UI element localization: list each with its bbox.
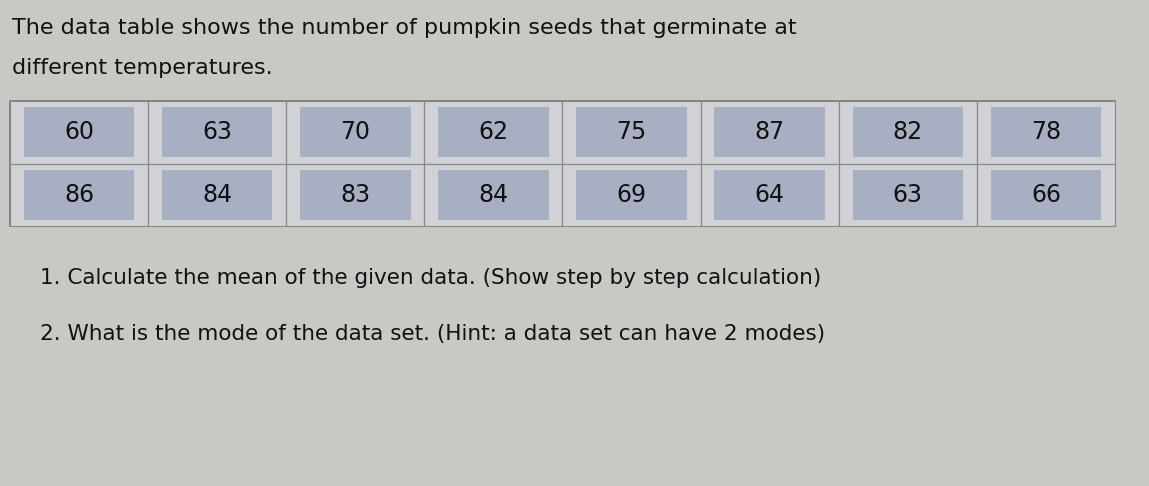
Bar	[424, 101, 563, 163]
Bar	[24, 107, 134, 157]
Bar	[577, 107, 687, 157]
Text: 75: 75	[616, 120, 647, 144]
Bar	[24, 170, 134, 220]
Bar	[300, 107, 410, 157]
Bar	[853, 107, 963, 157]
Bar	[286, 163, 424, 226]
Bar	[162, 107, 272, 157]
Text: 84: 84	[202, 183, 232, 207]
Bar	[715, 107, 825, 157]
Text: The data table shows the number of pumpkin seeds that germinate at: The data table shows the number of pumpk…	[11, 18, 796, 38]
Text: 70: 70	[340, 120, 370, 144]
Bar	[286, 101, 424, 163]
Bar	[10, 101, 148, 163]
Text: 63: 63	[893, 183, 923, 207]
Bar	[438, 170, 549, 220]
Bar	[148, 101, 286, 163]
Bar	[148, 163, 286, 226]
Bar	[300, 170, 410, 220]
Bar	[839, 101, 977, 163]
Text: 2. What is the mode of the data set. (Hint: a data set can have 2 modes): 2. What is the mode of the data set. (Hi…	[40, 324, 825, 344]
Bar	[563, 163, 701, 226]
Text: 69: 69	[617, 183, 647, 207]
Bar	[853, 170, 963, 220]
Text: 84: 84	[478, 183, 509, 207]
Text: 66: 66	[1031, 183, 1061, 207]
Bar	[977, 163, 1115, 226]
Bar	[10, 101, 1115, 226]
Bar	[990, 107, 1101, 157]
Bar	[990, 170, 1101, 220]
Bar	[10, 163, 148, 226]
Bar	[701, 101, 839, 163]
Text: 63: 63	[202, 120, 232, 144]
Bar	[577, 170, 687, 220]
Bar	[563, 101, 701, 163]
Bar	[715, 170, 825, 220]
Text: 78: 78	[1031, 120, 1061, 144]
Text: 1. Calculate the mean of the given data. (Show step by step calculation): 1. Calculate the mean of the given data.…	[40, 268, 822, 288]
Text: 82: 82	[893, 120, 923, 144]
Bar	[162, 170, 272, 220]
Text: different temperatures.: different temperatures.	[11, 58, 272, 78]
Text: 87: 87	[755, 120, 785, 144]
Bar	[701, 163, 839, 226]
Bar	[839, 163, 977, 226]
Bar	[438, 107, 549, 157]
Text: 83: 83	[340, 183, 370, 207]
Text: 62: 62	[478, 120, 509, 144]
Bar	[424, 163, 563, 226]
Text: 64: 64	[755, 183, 785, 207]
Text: 86: 86	[64, 183, 94, 207]
Text: 60: 60	[64, 120, 94, 144]
Bar	[977, 101, 1115, 163]
